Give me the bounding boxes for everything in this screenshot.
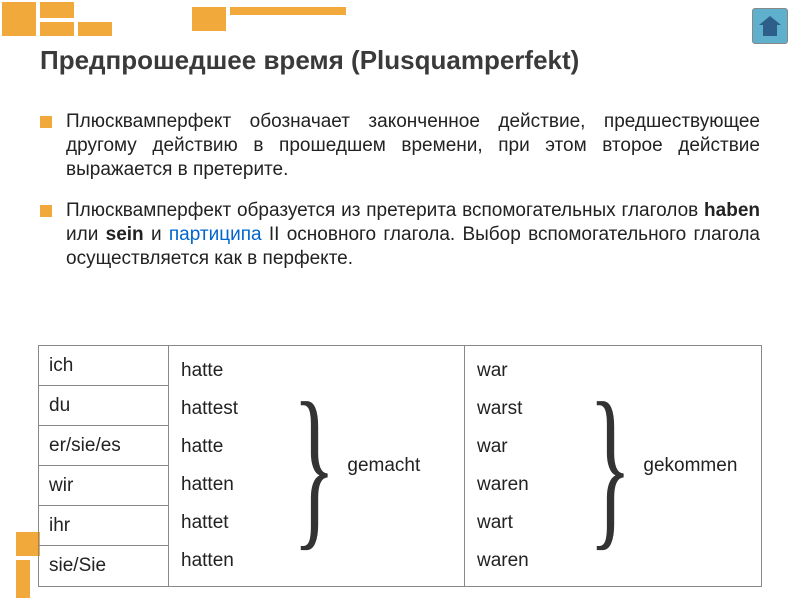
aux-forms-sein: warwarstwarwarenwartwaren xyxy=(465,346,575,586)
bullet-marker xyxy=(40,205,52,217)
aux-form: war xyxy=(477,353,563,389)
aux-form: hatten xyxy=(181,467,267,503)
pronoun-cell: wir xyxy=(39,466,168,506)
brace-icon: } xyxy=(293,385,336,547)
aux-form: wart xyxy=(477,505,563,541)
bullet-text: Плюсквамперфект образуется из претерита … xyxy=(66,199,760,270)
decor-box xyxy=(228,5,348,17)
pronoun-cell: ihr xyxy=(39,506,168,546)
aux-form: hatten xyxy=(181,543,267,579)
aux-form: waren xyxy=(477,543,563,579)
bullet-item: Плюсквамперфект образуется из претерита … xyxy=(40,199,760,270)
aux-form: warst xyxy=(477,391,563,427)
haben-column: hattehattesthattehattenhattethatten } ge… xyxy=(169,346,465,586)
decor-box xyxy=(76,20,114,38)
content-area: Плюсквамперфект обозначает законченное д… xyxy=(40,110,760,289)
brace-icon: } xyxy=(589,385,632,547)
page-title: Предпрошедшее время (Plusquamperfekt) xyxy=(40,45,579,76)
home-icon xyxy=(759,16,781,36)
decor-box xyxy=(38,20,76,38)
home-button[interactable] xyxy=(752,8,788,44)
pronoun-cell: er/sie/es xyxy=(39,426,168,466)
aux-form: war xyxy=(477,429,563,465)
bullet-text: Плюсквамперфект обозначает законченное д… xyxy=(66,110,760,181)
participle-haben: gemacht xyxy=(347,455,420,477)
decor-box xyxy=(190,5,228,33)
bullet-marker xyxy=(40,116,52,128)
aux-form: hatte xyxy=(181,429,267,465)
aux-form: hatte xyxy=(181,353,267,389)
conjugation-table: ichduer/sie/eswirihrsie/Sie hattehattest… xyxy=(38,345,762,587)
decor-box xyxy=(14,558,32,600)
sein-column: warwarstwarwarenwartwaren } gekommen xyxy=(465,346,761,586)
pronoun-cell: ich xyxy=(39,346,168,386)
aux-form: hattet xyxy=(181,505,267,541)
decor-box xyxy=(0,0,38,38)
pronoun-cell: du xyxy=(39,386,168,426)
aux-form: hattest xyxy=(181,391,267,427)
participle-sein: gekommen xyxy=(643,455,737,477)
aux-form: waren xyxy=(477,467,563,503)
aux-forms-haben: hattehattesthattehattenhattethatten xyxy=(169,346,279,586)
pronoun-cell: sie/Sie xyxy=(39,546,168,586)
pronoun-column: ichduer/sie/eswirihrsie/Sie xyxy=(39,346,169,586)
decor-box xyxy=(38,0,76,20)
bullet-item: Плюсквамперфект обозначает законченное д… xyxy=(40,110,760,181)
